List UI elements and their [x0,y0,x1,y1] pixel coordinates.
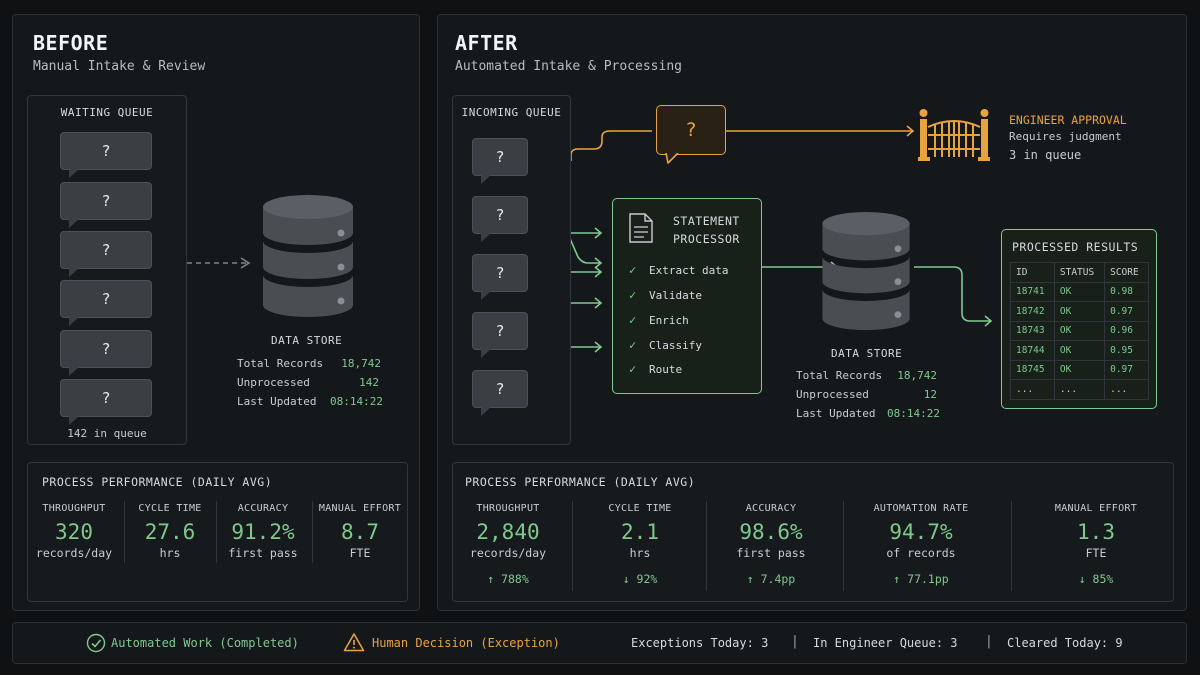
arrow-head [906,125,915,137]
database-icon [263,195,353,317]
metric-cycle-time: CYCLE TIME 27.6 hrs [138,503,202,560]
processor-step: ✓ Enrich [629,313,689,327]
arrow-head [594,297,603,309]
queue-item: ? [472,254,528,300]
before-performance-title: PROCESS PERFORMANCE (DAILY AVG) [42,475,273,489]
document-icon [629,213,653,243]
before-datastore-row: Total Records 18,742 [237,357,381,370]
table-header: SCORE [1104,262,1149,283]
queue-item: ? [60,280,152,326]
metric-throughput: THROUGHPUT 2,840 records/day ↑ 788% [469,503,547,586]
statement-processor: STATEMENT PROCESSOR ✓ Extract data ✓ Valid… [612,198,762,394]
before-datastore-title: DATA STORE [271,334,343,347]
arrow-head [594,341,603,353]
arrow-head [984,315,993,327]
results-title: PROCESSED RESULTS [1012,240,1139,254]
before-datastore-row: Unprocessed 142 [237,376,379,389]
processor-step: ✓ Classify [629,338,702,352]
queue-item: ? [472,370,528,416]
before-datastore-row: Last Updated 08:14:22 [237,395,383,408]
metric-manual-effort: MANUAL EFFORT 8.7 FTE [318,503,402,560]
after-title: AFTER [455,31,518,55]
processor-title-line2: PROCESSOR [673,232,740,246]
processed-results: PROCESSED RESULTS ID STATUS SCORE 18741 O… [1001,229,1157,409]
exception-bubble-text: ? [685,119,697,141]
legend-automated-label: Automated Work (Completed) [111,636,299,650]
after-subtitle: Automated Intake & Processing [455,59,682,74]
incoming-queue: INCOMING QUEUE ? ? ? ? ? [452,95,571,445]
metric-accuracy: ACCURACY 98.6% first pass ↑ 7.4pp [736,503,806,586]
after-datastore-row: Last Updated 08:14:22 [796,407,940,420]
engineer-approval-count: 3 in queue [1009,148,1082,162]
check-icon: ✓ [629,288,637,302]
after-datastore-row: Total Records 18,742 [796,369,937,382]
waiting-queue-title: WAITING QUEUE [60,106,154,119]
table-header-row: ID STATUS SCORE [1010,262,1149,283]
exception-bubble: ? [656,105,726,155]
check-circle-icon [86,633,106,653]
metric-throughput: THROUGHPUT 320 records/day [35,503,113,560]
queue-item: ? [472,138,528,184]
table-row: 18741 OK 0.98 [1010,281,1149,302]
queue-item: ? [60,231,152,277]
database-icon [822,211,910,331]
legend-human-label: Human Decision (Exception) [372,636,560,650]
queue-item: ? [472,312,528,358]
queue-item: ? [60,132,152,178]
table-row: ......... [1010,379,1149,400]
incoming-queue-title: INCOMING QUEUE [461,106,562,119]
after-panel: AFTER Automated Intake & Processing IN [437,14,1187,611]
before-subtitle: Manual Intake & Review [33,59,206,74]
processor-step: ✓ Route [629,362,683,376]
table-header: ID [1010,262,1055,283]
arrow-head [594,227,603,239]
dashed-arrow-icon [187,257,251,269]
queue-item: ? [60,330,152,376]
metric-automation-rate: AUTOMATION RATE 94.7% of records ↑ 77.1p… [873,503,969,586]
arrow-head [594,266,603,278]
before-panel: BEFORE Manual Intake & Review WAITING QU… [12,14,420,611]
waiting-queue: WAITING QUEUE ? ? ? ? ? ? 142 in queue [27,95,187,445]
after-datastore-title: DATA STORE [831,347,903,360]
queue-count: 142 in queue [67,427,147,440]
legend-divider: | [791,634,799,649]
check-icon: ✓ [629,313,637,327]
metric-cycle-time: CYCLE TIME 2.1 hrs ↓ 92% [608,503,672,586]
legend-bar: Automated Work (Completed) Human Decisio… [12,622,1187,664]
legend-stat-engineer-queue: In Engineer Queue: 3 [813,636,958,650]
engineer-approval-title: ENGINEER APPROVAL [1009,113,1127,127]
before-performance: PROCESS PERFORMANCE (DAILY AVG) THROUGHP… [27,462,408,602]
table-row: 18743 OK 0.96 [1010,320,1149,341]
processor-step: ✓ Validate [629,288,702,302]
warning-triangle-icon [343,633,365,652]
check-icon: ✓ [629,338,637,352]
check-icon: ✓ [629,362,637,376]
table-row: 18744 OK 0.95 [1010,340,1149,361]
arrow-head [594,257,603,269]
gate-icon [918,109,990,161]
after-performance: PROCESS PERFORMANCE (DAILY AVG) THROUGHP… [452,462,1174,602]
before-title: BEFORE [33,31,109,55]
table-header: STATUS [1053,262,1106,283]
queue-item: ? [60,182,152,228]
processor-step: ✓ Extract data [629,263,729,277]
exception-bubble-tail [665,153,679,164]
check-icon: ✓ [629,263,637,277]
table-row: 18742 OK 0.97 [1010,301,1149,322]
queue-item: ? [472,196,528,242]
table-row: 18745 OK 0.97 [1010,359,1149,380]
metric-manual-effort: MANUAL EFFORT 1.3 FTE ↓ 85% [1054,503,1138,586]
queue-item: ? [60,379,152,425]
after-performance-title: PROCESS PERFORMANCE (DAILY AVG) [465,475,696,489]
results-table: ID STATUS SCORE 18741 OK 0.98 18742 OK 0.97 … [1010,262,1149,400]
legend-divider: | [985,634,993,649]
metric-accuracy: ACCURACY 91.2% first pass [228,503,298,560]
after-datastore-row: Unprocessed 12 [796,388,937,401]
legend-stat-exceptions: Exceptions Today: 3 [631,636,769,650]
legend-stat-cleared: Cleared Today: 9 [1007,636,1123,650]
engineer-approval-note: Requires judgment [1009,130,1122,143]
processor-title-line1: STATEMENT [673,214,740,228]
